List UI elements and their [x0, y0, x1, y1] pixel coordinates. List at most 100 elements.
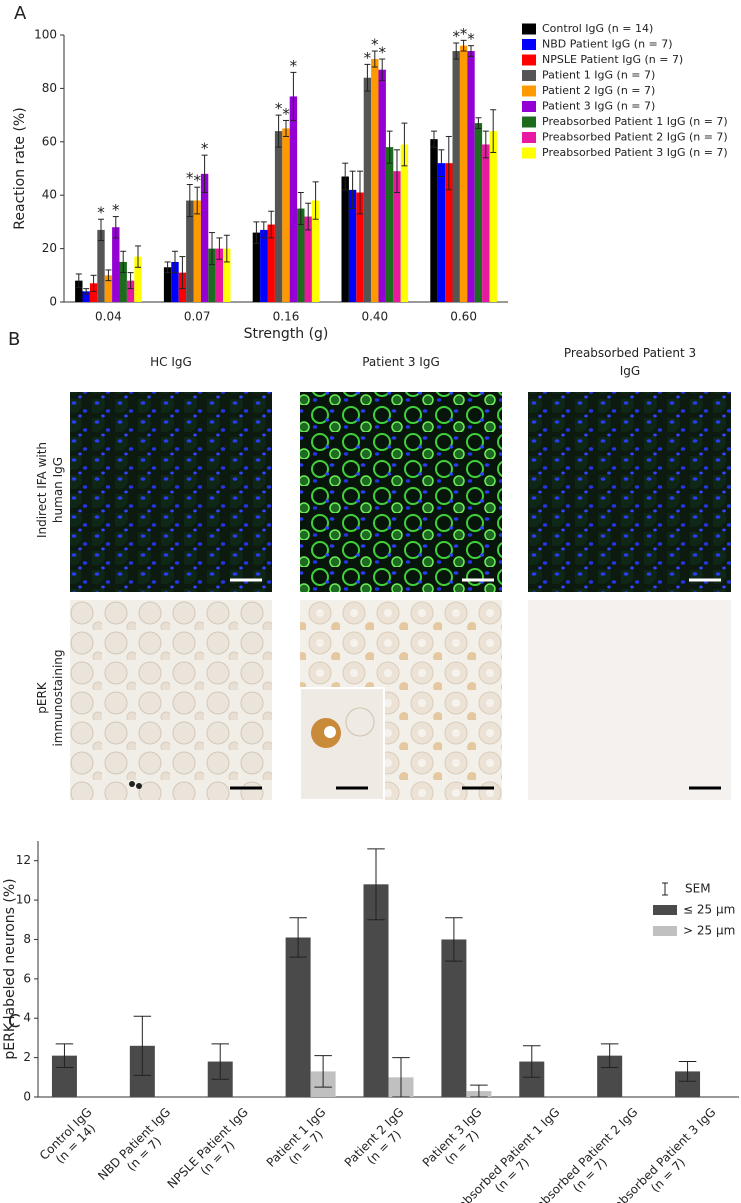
bar: [356, 192, 364, 302]
legend-label: SEM: [685, 882, 711, 896]
bar: [119, 261, 127, 302]
y-tick-label: 0: [23, 1090, 31, 1104]
bar: [274, 131, 283, 302]
legend-label: NPSLE Patient IgG (n = 7): [542, 53, 683, 66]
bar: [489, 131, 497, 302]
significance-marker: *: [193, 172, 201, 190]
legend-label: NBD Patient IgG (n = 7): [542, 38, 673, 51]
legend-swatch: [522, 23, 536, 35]
perk-image: [528, 600, 731, 800]
ifa-image: [300, 392, 502, 592]
column-title: HC IgG: [150, 355, 192, 369]
legend-swatch: [653, 926, 677, 936]
bar: [163, 267, 172, 302]
x-tick-label: 0.60: [450, 310, 477, 324]
y-tick-label: 0: [49, 295, 57, 309]
bar: [104, 275, 113, 302]
bar: [467, 51, 475, 302]
significance-marker: *: [460, 25, 468, 43]
bar: [171, 261, 179, 302]
bar: [75, 280, 83, 302]
x-tick-label: 0.16: [273, 310, 300, 324]
y-tick-label: 6: [23, 971, 31, 985]
significance-marker: *: [290, 57, 298, 75]
inset-image: [299, 687, 385, 801]
significance-marker: *: [201, 140, 209, 158]
x-tick-label: 0.40: [361, 310, 388, 324]
bar: [430, 139, 438, 302]
significance-marker: *: [282, 105, 290, 123]
panel-label: A: [14, 3, 27, 24]
y-tick-label: 2: [23, 1050, 31, 1064]
bar: [304, 216, 312, 302]
significance-marker: *: [378, 44, 386, 62]
legend-swatch: [522, 54, 536, 66]
y-tick-label: 4: [23, 1011, 31, 1025]
significance-marker: *: [467, 30, 475, 48]
legend-swatch: [522, 70, 536, 81]
legend-label: Patient 1 IgG (n = 7): [542, 69, 655, 82]
bar: [385, 147, 394, 302]
significance-marker: *: [371, 36, 379, 54]
significance-marker: *: [452, 28, 460, 46]
bar: [297, 208, 305, 302]
legend-swatch: [522, 39, 536, 50]
bar: [112, 227, 120, 302]
bar: [267, 224, 275, 302]
significance-marker: *: [186, 169, 194, 187]
bar: [282, 128, 290, 302]
bar: [82, 291, 90, 302]
legend-label: Preabsorbed Patient 2 IgG (n = 7): [542, 131, 728, 144]
y-tick-label: 40: [42, 188, 57, 202]
inset-cell: [345, 707, 375, 737]
y-tick-label: 80: [42, 81, 57, 95]
legend-label: Preabsorbed Patient 1 IgG (n = 7): [542, 115, 728, 128]
bar: [223, 248, 231, 302]
bar: [260, 229, 268, 302]
legend-label: Preabsorbed Patient 3 IgG (n = 7): [542, 146, 728, 159]
column-title: Patient 3 IgG: [362, 355, 440, 369]
legend-swatch: [522, 85, 536, 97]
row-title-text: Indirect IFA with human IgG: [35, 441, 65, 539]
legend-swatch: [522, 147, 536, 159]
bar: [363, 77, 372, 302]
bar: [348, 189, 357, 302]
bar: [371, 59, 379, 302]
bar: [393, 171, 401, 302]
row-title-text: pERK immunostaining: [35, 649, 65, 747]
bar: [285, 937, 311, 1097]
bar: [89, 283, 98, 302]
x-tick-label: 0.04: [95, 310, 122, 324]
y-tick-label: 20: [42, 241, 57, 255]
legend-swatch: [653, 905, 677, 915]
bar: [311, 200, 320, 302]
bar: [200, 173, 209, 302]
y-tick-label: 100: [34, 28, 57, 42]
bar: [400, 144, 409, 302]
significance-marker: *: [364, 49, 372, 67]
y-axis-title: pERK-labeled neurons (%): [2, 878, 18, 1059]
bar: [208, 248, 216, 302]
bar: [452, 51, 460, 302]
y-tick-label: 60: [42, 134, 57, 148]
y-axis-title: Reaction rate (%): [12, 107, 28, 229]
y-tick-label: 8: [23, 932, 31, 946]
legend-label: Patient 2 IgG (n = 7): [542, 84, 655, 97]
significance-marker: *: [112, 201, 120, 219]
x-tick-label: 0.07: [184, 310, 211, 324]
bar: [252, 232, 261, 302]
inset-nucleus: [324, 726, 336, 738]
bar: [459, 45, 468, 303]
perk-image: [70, 600, 272, 800]
row-title: pERK immunostaining: [34, 608, 66, 788]
legend-label: > 25 µm: [683, 924, 735, 938]
bar: [134, 256, 142, 302]
column-title: Preabsorbed Patient 3 IgG: [563, 346, 697, 378]
bar: [215, 248, 224, 302]
legend-label: Patient 3 IgG (n = 7): [542, 100, 655, 113]
bar: [378, 69, 386, 303]
legend-swatch: [522, 132, 536, 143]
bar: [341, 176, 349, 302]
